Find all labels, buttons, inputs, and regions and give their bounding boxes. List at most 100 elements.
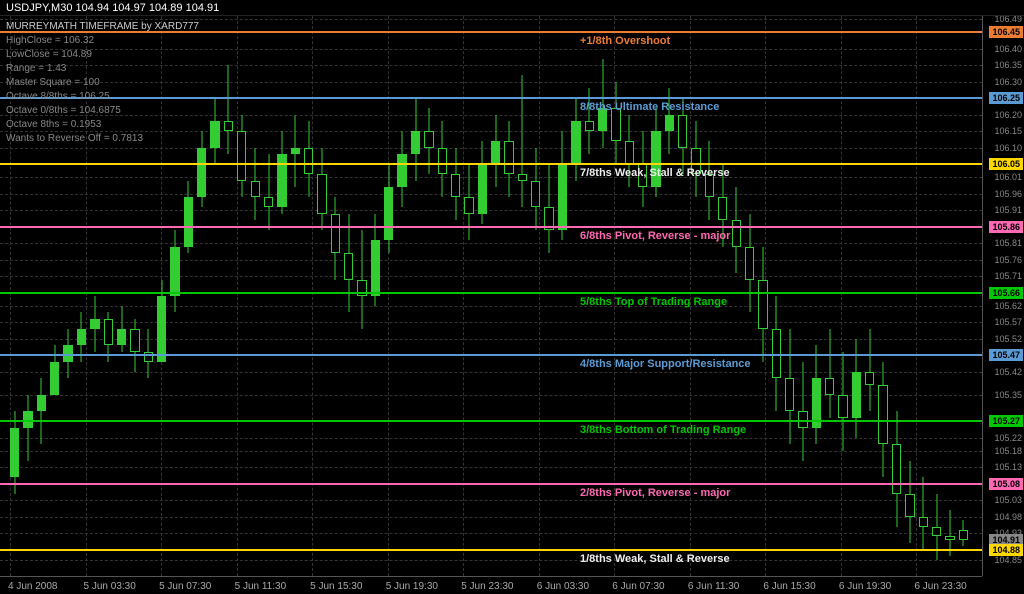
murrey-math-label: 8/8ths Ultimate Resistance [580, 101, 719, 113]
murrey-math-label: 4/8ths Major Support/Resistance [580, 358, 751, 370]
grid-line-horizontal [0, 194, 982, 195]
price-tick: 106.20 [994, 110, 1022, 120]
murrey-math-label: 6/8ths Pivot, Reverse - major [580, 230, 730, 242]
grid-line-horizontal [0, 451, 982, 452]
time-tick: 4 Jun 2008 [8, 581, 58, 592]
murrey-math-line [0, 226, 982, 228]
price-tick: 105.57 [994, 317, 1022, 327]
candlestick [184, 181, 193, 253]
candlestick [357, 230, 366, 329]
grid-line-horizontal [0, 210, 982, 211]
candlestick [959, 520, 968, 546]
grid-line-vertical [312, 16, 313, 576]
murrey-math-label: 3/8ths Bottom of Trading Range [580, 424, 746, 436]
price-tick: 105.91 [994, 205, 1022, 215]
price-level-box: 105.47 [989, 349, 1023, 361]
chart-container: USDJPY,M30 104.94 104.97 104.89 104.91 +… [0, 0, 1024, 594]
candlestick [838, 352, 847, 451]
candlestick [651, 108, 660, 197]
grid-line-horizontal [0, 260, 982, 261]
grid-line-horizontal [0, 560, 982, 561]
time-tick: 6 Jun 15:30 [763, 581, 815, 592]
candlestick [919, 477, 928, 549]
candlestick [531, 148, 540, 230]
price-tick: 106.30 [994, 77, 1022, 87]
candlestick [812, 345, 821, 444]
candlestick [37, 378, 46, 444]
candlestick [317, 148, 326, 230]
candlestick [344, 214, 353, 313]
candlestick [50, 345, 59, 394]
grid-line-vertical [916, 16, 917, 576]
price-tick: 105.81 [994, 238, 1022, 248]
price-level-box: 106.05 [989, 158, 1023, 170]
grid-line-vertical [463, 16, 464, 576]
candlestick [705, 141, 714, 220]
candlestick [277, 131, 286, 213]
grid-line-vertical [388, 16, 389, 576]
info-line: Master Square = 100 [6, 76, 199, 90]
price-tick: 105.22 [994, 433, 1022, 443]
candlestick [411, 98, 420, 180]
murrey-math-line [0, 420, 982, 422]
candlestick [264, 154, 273, 230]
murrey-math-line [0, 292, 982, 294]
price-axis: 106.49106.40106.35106.30106.20106.15106.… [982, 16, 1024, 576]
price-level-box: 105.86 [989, 221, 1023, 233]
price-tick: 106.35 [994, 60, 1022, 70]
chart-title: USDJPY,M30 104.94 104.97 104.89 104.91 [6, 2, 219, 14]
info-panel: MURREYMATH TIMEFRAME by XARD777 HighClos… [6, 20, 199, 146]
candlestick [170, 230, 179, 312]
candlestick [210, 98, 219, 164]
price-tick: 105.76 [994, 255, 1022, 265]
candlestick [892, 411, 901, 526]
info-line: Octave 8ths = 0.1953 [6, 118, 199, 132]
grid-line-vertical [841, 16, 842, 576]
title-bar: USDJPY,M30 104.94 104.97 104.89 104.91 [0, 0, 1024, 16]
candlestick [745, 214, 754, 313]
time-tick: 6 Jun 23:30 [914, 581, 966, 592]
murrey-math-line [0, 163, 982, 165]
candlestick [130, 319, 139, 372]
time-tick: 5 Jun 19:30 [386, 581, 438, 592]
candlestick [732, 187, 741, 273]
info-line: Octave 0/8ths = 104.6875 [6, 104, 199, 118]
price-tick: 105.18 [994, 446, 1022, 456]
candlestick [251, 148, 260, 220]
info-header: MURREYMATH TIMEFRAME by XARD777 [6, 20, 199, 34]
murrey-math-label: +1/8th Overshoot [580, 35, 670, 47]
price-tick: 105.03 [994, 495, 1022, 505]
candlestick [785, 329, 794, 444]
candlestick [611, 82, 620, 164]
candlestick [905, 461, 914, 543]
candlestick [438, 121, 447, 197]
candlestick [237, 115, 246, 197]
price-level-box: 104.88 [989, 544, 1023, 556]
murrey-math-line [0, 483, 982, 485]
candlestick [825, 329, 834, 418]
time-tick: 6 Jun 03:30 [537, 581, 589, 592]
grid-line-horizontal [0, 395, 982, 396]
price-tick: 105.13 [994, 462, 1022, 472]
candlestick [865, 329, 874, 411]
price-level-box: 106.25 [989, 92, 1023, 104]
price-tick: 106.15 [994, 126, 1022, 136]
candlestick [117, 306, 126, 352]
grid-line-horizontal [0, 243, 982, 244]
candlestick [397, 131, 406, 207]
price-tick: 105.62 [994, 301, 1022, 311]
candlestick [90, 296, 99, 352]
price-tick: 104.85 [994, 555, 1022, 565]
price-level-box: 106.45 [989, 26, 1023, 38]
time-axis: 4 Jun 20085 Jun 03:305 Jun 07:305 Jun 11… [0, 576, 982, 594]
candlestick [291, 115, 300, 187]
price-level-box: 105.66 [989, 287, 1023, 299]
price-tick: 105.52 [994, 334, 1022, 344]
time-tick: 5 Jun 23:30 [461, 581, 513, 592]
grid-line-horizontal [0, 517, 982, 518]
time-tick: 5 Jun 11:30 [235, 581, 287, 592]
candlestick [758, 247, 767, 362]
info-line: Octave 8/8ths = 106.25 [6, 90, 199, 104]
grid-line-horizontal [0, 276, 982, 277]
price-tick: 105.35 [994, 390, 1022, 400]
